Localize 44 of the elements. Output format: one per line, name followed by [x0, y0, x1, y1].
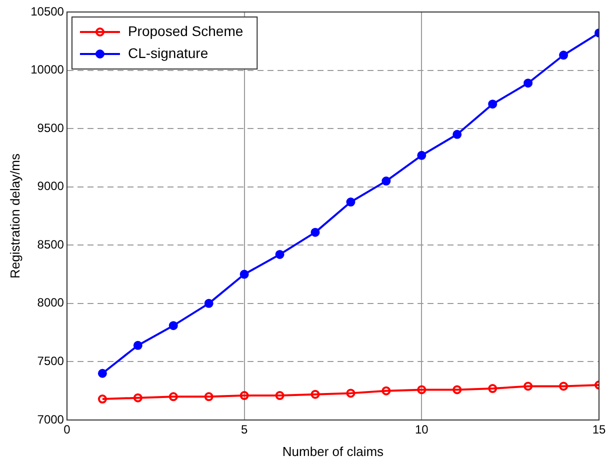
point	[488, 100, 498, 109]
x-tick-label: 0	[64, 422, 71, 437]
x-tick-label: 5	[240, 422, 248, 437]
y-axis-title: Registration delay/ms	[7, 153, 22, 278]
point	[417, 385, 426, 394]
point	[240, 270, 249, 279]
x-tick-label: 10	[414, 422, 429, 437]
point	[168, 392, 178, 402]
legend-label: Proposed Scheme	[128, 22, 244, 39]
point	[204, 298, 214, 308]
point	[133, 340, 142, 350]
y-tick-label: 9500	[37, 120, 64, 135]
x-axis-title: Number of claims	[282, 444, 384, 459]
point	[310, 390, 320, 399]
point	[168, 321, 178, 330]
point	[382, 176, 391, 186]
point	[559, 50, 568, 60]
x-tick-label: 15	[592, 422, 606, 437]
y-tick-label: 7500	[37, 354, 64, 368]
point	[133, 393, 142, 402]
point	[524, 382, 533, 391]
point	[98, 394, 107, 404]
y-tick-label: 10500	[30, 4, 64, 18]
point	[275, 391, 284, 400]
y-tick-label: 10000	[30, 62, 64, 77]
point	[488, 384, 498, 394]
point	[310, 228, 320, 237]
y-tick-label: 8000	[37, 296, 64, 310]
point	[275, 250, 284, 259]
point	[346, 388, 356, 398]
y-tick-label: 8500	[37, 237, 64, 252]
y-tick-label: 9000	[37, 179, 64, 194]
point	[559, 382, 568, 391]
y-tick-label: 7000	[37, 412, 64, 426]
point	[204, 392, 214, 402]
point	[524, 78, 533, 88]
point	[346, 198, 356, 207]
legend-label: CL-signature	[128, 44, 208, 61]
point	[417, 150, 426, 160]
point	[240, 391, 249, 400]
point	[452, 385, 462, 394]
point	[98, 368, 107, 378]
point	[452, 130, 462, 139]
point	[382, 386, 391, 396]
